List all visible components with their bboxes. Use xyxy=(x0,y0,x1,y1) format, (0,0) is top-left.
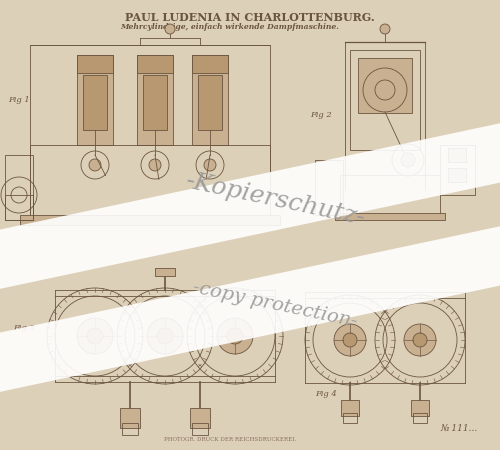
Bar xyxy=(190,408,210,428)
Circle shape xyxy=(165,24,175,34)
Text: -copy protection-: -copy protection- xyxy=(191,279,359,331)
Circle shape xyxy=(149,159,161,171)
Bar xyxy=(77,55,113,73)
Bar xyxy=(192,423,208,435)
Text: PHOTOGR. DRUCK DER REICHSDRUCKEREI.: PHOTOGR. DRUCK DER REICHSDRUCKEREI. xyxy=(164,437,296,442)
Bar xyxy=(411,400,429,416)
Bar xyxy=(77,55,113,145)
Circle shape xyxy=(227,328,243,344)
Text: № 111...: № 111... xyxy=(441,424,478,433)
Bar xyxy=(120,408,140,428)
Circle shape xyxy=(404,324,436,356)
Text: Fig 3: Fig 3 xyxy=(13,324,35,332)
Bar xyxy=(20,215,280,225)
Circle shape xyxy=(89,159,101,171)
Circle shape xyxy=(77,318,113,354)
Bar xyxy=(122,423,138,435)
Bar xyxy=(440,145,475,195)
Text: Fig 1: Fig 1 xyxy=(8,96,30,104)
Polygon shape xyxy=(0,117,500,292)
Circle shape xyxy=(375,80,395,100)
Circle shape xyxy=(87,328,103,344)
Text: Fig 2: Fig 2 xyxy=(310,111,332,119)
Bar xyxy=(5,155,33,220)
Bar xyxy=(340,175,440,215)
Circle shape xyxy=(147,318,183,354)
Bar xyxy=(350,50,420,150)
Circle shape xyxy=(157,328,173,344)
Bar xyxy=(448,148,466,162)
Text: Mehrcylindrige, einfach wirkende Dampfmaschine.: Mehrcylindrige, einfach wirkende Dampfma… xyxy=(120,23,339,31)
Polygon shape xyxy=(0,220,500,396)
Bar xyxy=(192,55,228,73)
Bar xyxy=(335,213,445,220)
Circle shape xyxy=(334,324,366,356)
Bar xyxy=(315,160,343,215)
Bar xyxy=(448,168,466,182)
Bar xyxy=(30,145,270,220)
Text: -Kopierschutz-: -Kopierschutz- xyxy=(183,170,367,230)
Bar xyxy=(192,55,228,145)
Circle shape xyxy=(217,318,253,354)
Circle shape xyxy=(204,159,216,171)
Bar xyxy=(155,268,175,276)
Circle shape xyxy=(380,24,390,34)
Circle shape xyxy=(343,333,357,347)
Bar xyxy=(137,55,173,73)
Bar xyxy=(358,58,412,113)
Bar xyxy=(413,413,427,423)
Text: Fig 4: Fig 4 xyxy=(315,390,337,398)
Bar xyxy=(30,45,270,220)
Circle shape xyxy=(401,153,415,167)
Bar xyxy=(83,75,107,130)
Bar xyxy=(341,400,359,416)
Text: PAUL LUDENIA IN CHARLOTTENBURG.: PAUL LUDENIA IN CHARLOTTENBURG. xyxy=(125,12,375,23)
Bar xyxy=(198,75,222,130)
Bar xyxy=(143,75,167,130)
Bar xyxy=(343,413,357,423)
Circle shape xyxy=(413,333,427,347)
Bar xyxy=(137,55,173,145)
Bar xyxy=(5,195,33,220)
